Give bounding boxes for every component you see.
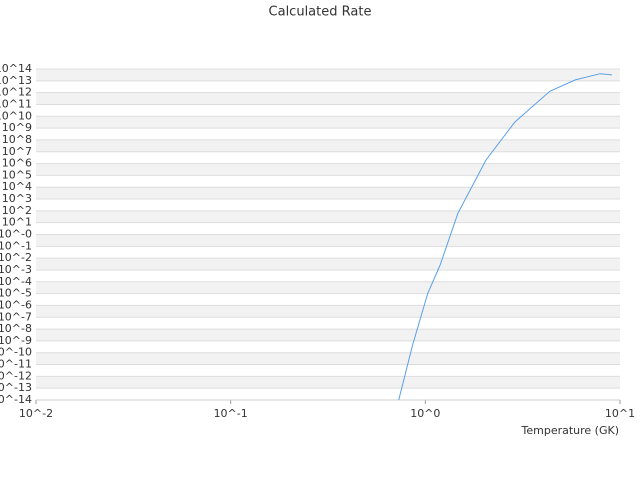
- grid-band: [36, 281, 620, 294]
- grid-band: [36, 305, 620, 318]
- y-tick-label: 10^-2: [0, 251, 32, 264]
- y-tick-label: 10^-6: [0, 298, 32, 311]
- y-tick-label: 10^14: [0, 62, 32, 75]
- grid-band: [36, 163, 620, 176]
- x-tick-label: 10^-2: [19, 407, 53, 420]
- y-tick-label: 10^12: [0, 86, 32, 99]
- data-line: [398, 73, 613, 400]
- y-tick-label: 10^13: [0, 74, 32, 87]
- y-tick-label: 10^-0: [0, 228, 32, 241]
- y-tick-label: 10^-5: [0, 287, 32, 300]
- grid-band: [36, 376, 620, 389]
- x-axis-label: Temperature (GK): [521, 424, 620, 437]
- y-tick-label: 10^5: [2, 168, 32, 181]
- y-tick-label: 10^-3: [0, 263, 32, 276]
- grid-band: [36, 187, 620, 200]
- x-tick-label: 10^-1: [214, 407, 248, 420]
- grid-band: [36, 234, 620, 247]
- x-tick-label: 10^1: [605, 407, 635, 420]
- grid-band: [36, 352, 620, 365]
- grid-band: [36, 92, 620, 105]
- grid-band: [36, 139, 620, 152]
- y-tick-label: 10^3: [2, 192, 32, 205]
- y-tick-label: 10^-11: [0, 358, 32, 371]
- y-tick-label: 10^-10: [0, 346, 32, 359]
- y-tick-label: 10^-12: [0, 369, 32, 382]
- y-tick-label: 10^-9: [0, 334, 32, 347]
- grid-band: [36, 329, 620, 341]
- x-tick-label: 10^0: [410, 407, 440, 420]
- grid-band: [36, 69, 620, 81]
- y-tick-label: 10^11: [0, 97, 32, 110]
- y-tick-label: 10^-4: [0, 275, 32, 288]
- y-tick-label: 10^-7: [0, 310, 32, 323]
- y-tick-label: 10^-13: [0, 381, 32, 394]
- y-tick-label: 10^-8: [0, 322, 32, 335]
- grid-band: [36, 210, 620, 223]
- y-tick-label: 10^9: [2, 121, 32, 134]
- y-tick-label: 10^6: [2, 157, 32, 170]
- y-tick-label: 10^2: [2, 204, 32, 217]
- y-tick-label: 10^7: [2, 145, 32, 158]
- y-tick-label: 10^4: [2, 180, 32, 193]
- y-tick-label: 10^1: [2, 216, 32, 229]
- y-tick-label: 10^10: [0, 109, 32, 122]
- chart-title: Calculated Rate: [269, 5, 372, 20]
- grid-band: [36, 258, 620, 270]
- y-tick-label: 10^-1: [0, 239, 32, 252]
- y-tick-label: 10^-14: [0, 393, 32, 406]
- y-tick-label: 10^8: [2, 133, 32, 146]
- grid-band: [36, 116, 620, 129]
